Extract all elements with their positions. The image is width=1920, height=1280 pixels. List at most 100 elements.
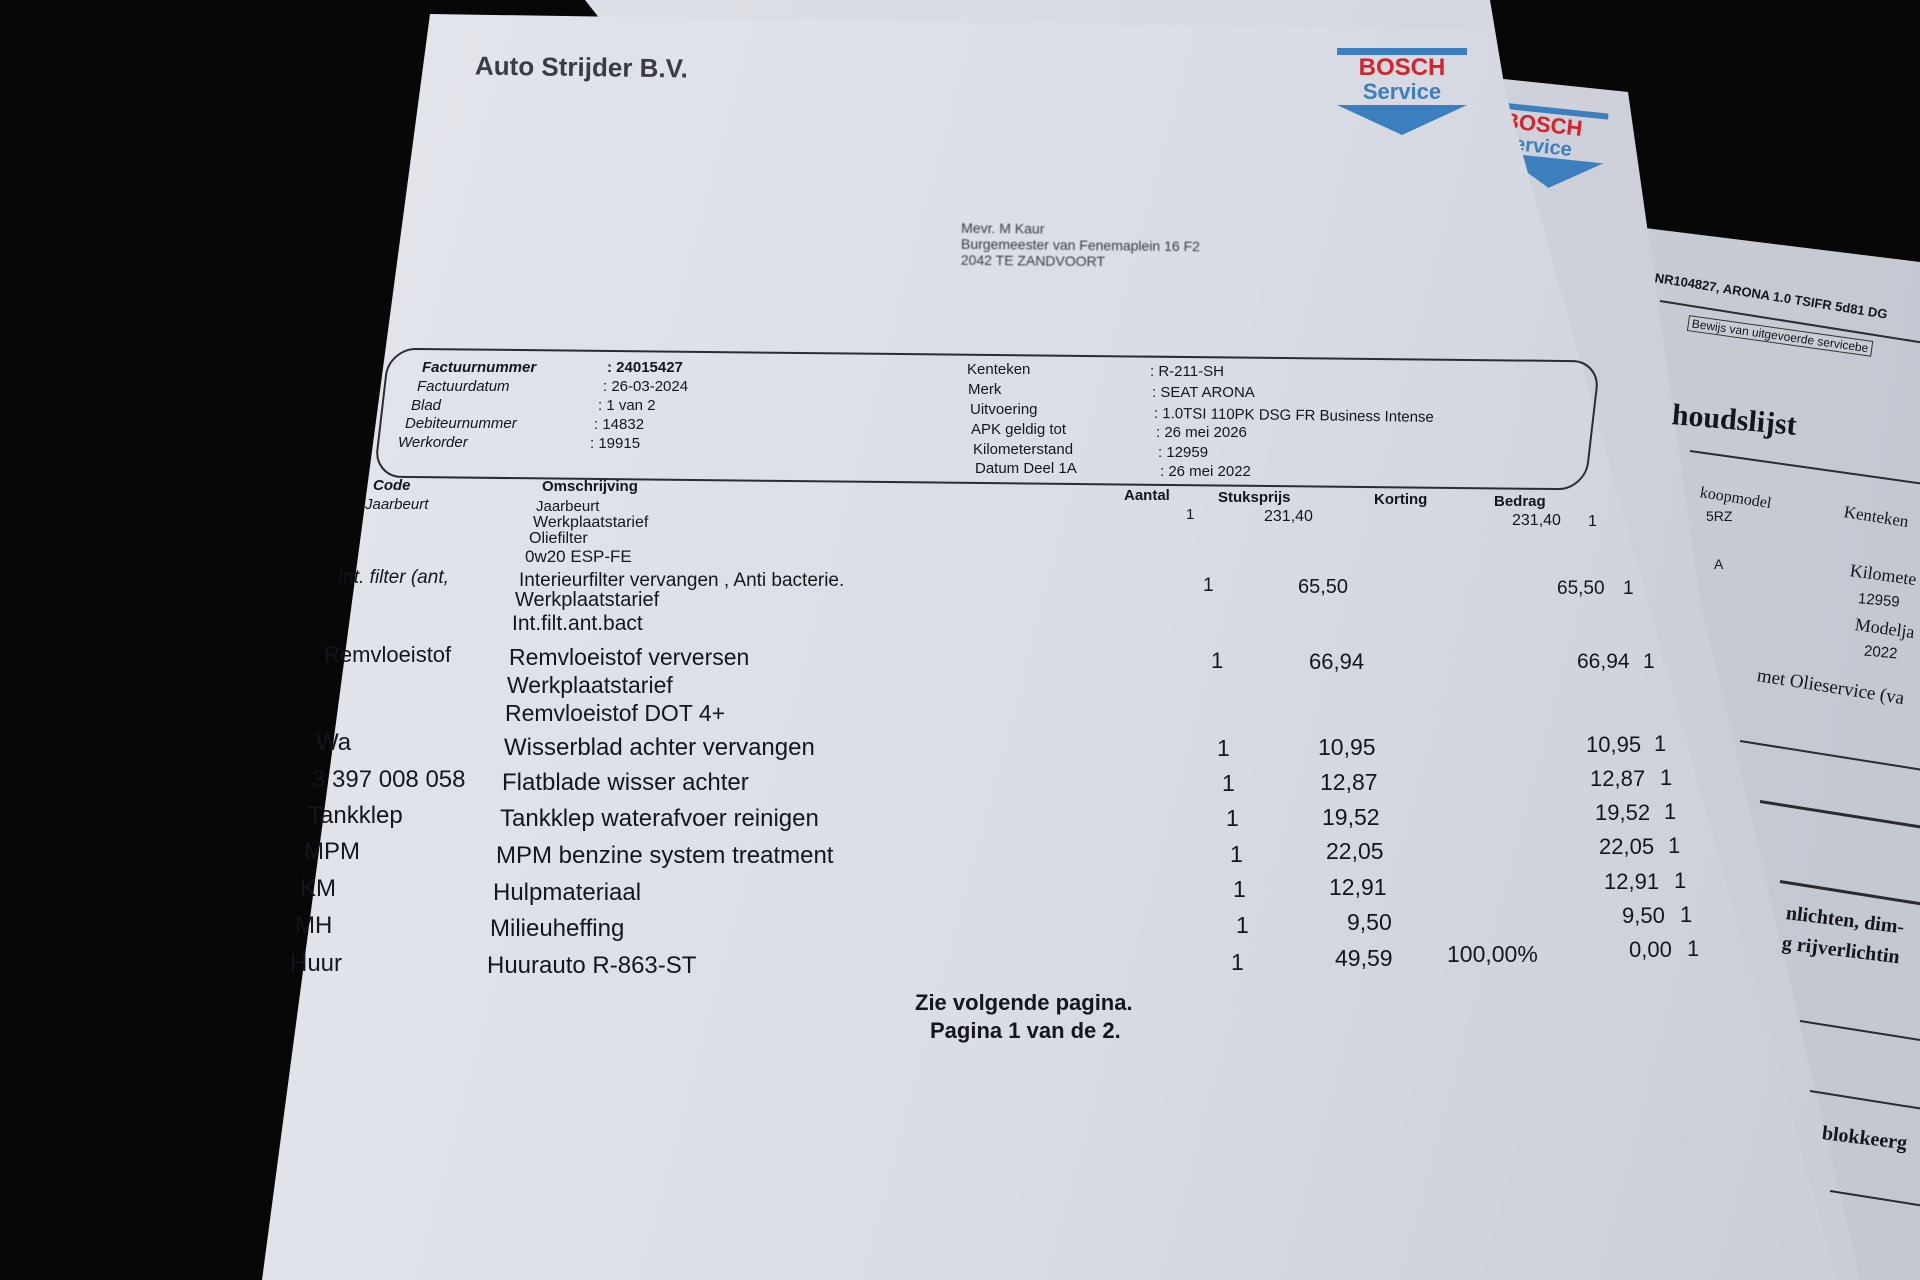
row-amount: 66,94 xyxy=(1577,650,1630,673)
registration-date: : 26 mei 2022 xyxy=(1160,463,1251,480)
row-description: Hulpmateriaal xyxy=(493,879,642,906)
row-quantity: 1 xyxy=(1186,506,1195,523)
row-description: Oliefilter xyxy=(529,530,588,547)
row-quantity: 1 xyxy=(1222,770,1235,796)
next-page-note: Zie volgende pagina. xyxy=(915,990,1133,1015)
info-label: Kilometerstand xyxy=(973,441,1074,458)
page-indicator: Pagina 1 van de 2. xyxy=(930,1018,1121,1043)
field-value: 5RZ xyxy=(1706,508,1733,524)
row-code: Huur xyxy=(290,950,343,977)
row-discount: 100,00% xyxy=(1447,941,1538,967)
header-quantity: Aantal xyxy=(1124,487,1170,504)
row-amount: 12,87 xyxy=(1590,766,1646,791)
row-description: Jaarbeurt xyxy=(536,498,600,515)
row-code: Remvloeistof xyxy=(324,642,452,667)
row-unit-price: 22,05 xyxy=(1326,838,1384,864)
row-vat-code: 1 xyxy=(1643,650,1655,673)
logo-text: Service xyxy=(1362,79,1442,104)
header-code: Code xyxy=(373,477,411,494)
bosch-service-logo: BOSCH Service xyxy=(1337,48,1467,136)
row-unit-price: 12,91 xyxy=(1329,874,1387,900)
row-quantity: 1 xyxy=(1230,841,1243,867)
recipient-address: Mevr. M Kaur Burgemeester van Fenemaplei… xyxy=(961,220,1200,270)
row-description: Remvloeistof DOT 4+ xyxy=(505,700,726,726)
row-unit-price: 66,94 xyxy=(1309,649,1365,674)
row-description: Int.filt.ant.bact xyxy=(512,612,643,635)
info-label: Debiteurnummer xyxy=(405,415,517,432)
row-amount: 10,95 xyxy=(1586,732,1642,757)
row-quantity: 1 xyxy=(1226,805,1239,831)
info-label: Factuurnummer xyxy=(422,359,537,376)
info-label: Werkorder xyxy=(398,434,468,451)
row-amount: 231,40 xyxy=(1512,512,1561,529)
row-vat-code: 1 xyxy=(1664,799,1677,824)
row-unit-price: 9,50 xyxy=(1347,909,1392,935)
row-unit-price: 10,95 xyxy=(1318,734,1376,760)
recipient-city: 2042 TE ZANDVOORT xyxy=(960,251,1106,270)
info-label: Kenteken xyxy=(967,361,1031,378)
info-label: Uitvoering xyxy=(970,401,1038,418)
header-amount: Bedrag xyxy=(1494,493,1546,510)
row-amount: 0,00 xyxy=(1629,937,1672,962)
row-vat-code: 1 xyxy=(1687,936,1700,961)
row-code: Wa xyxy=(316,729,352,756)
row-vat-code: 1 xyxy=(1668,833,1681,858)
work-order: : 19915 xyxy=(590,435,641,452)
row-amount: 19,52 xyxy=(1595,800,1651,825)
row-description: Tankklep waterafvoer reinigen xyxy=(500,805,819,832)
row-quantity: 1 xyxy=(1236,912,1249,938)
row-unit-price: 231,40 xyxy=(1264,508,1313,525)
row-unit-price: 65,50 xyxy=(1298,576,1349,598)
row-description: Interieurfilter vervangen , Anti bacteri… xyxy=(519,570,845,591)
row-description: Wisserblad achter vervangen xyxy=(504,734,815,761)
row-description: Werkplaatstarief xyxy=(507,672,673,698)
header-unit-price: Stuksprijs xyxy=(1218,489,1291,506)
row-description: Flatblade wisser achter xyxy=(502,769,749,796)
row-code: Jaarbeurt xyxy=(365,496,429,513)
row-quantity: 1 xyxy=(1203,575,1214,596)
row-amount: 65,50 xyxy=(1557,578,1605,599)
row-vat-code: 1 xyxy=(1588,513,1597,530)
row-code: KM xyxy=(300,875,336,902)
row-quantity: 1 xyxy=(1217,735,1230,761)
row-vat-code: 1 xyxy=(1654,731,1667,756)
row-amount: 9,50 xyxy=(1622,903,1665,928)
row-unit-price: 12,87 xyxy=(1320,769,1378,795)
row-quantity: 1 xyxy=(1233,876,1246,902)
row-code: MPM xyxy=(304,838,360,865)
row-description: 0w20 ESP-FE xyxy=(525,547,632,566)
brand: : SEAT ARONA xyxy=(1152,384,1255,401)
row-description: Huurauto R-863-ST xyxy=(487,952,697,979)
info-label: Merk xyxy=(968,381,1002,398)
mileage: : 12959 xyxy=(1158,444,1209,461)
row-quantity: 1 xyxy=(1231,949,1244,975)
apk-valid-until: : 26 mei 2026 xyxy=(1156,424,1247,441)
debtor-number: : 14832 xyxy=(594,416,645,433)
logo-text: BOSCH xyxy=(1358,54,1446,81)
row-description: Werkplaatstarief xyxy=(533,514,649,531)
row-description: Remvloeistof verversen xyxy=(509,644,750,670)
info-label: APK geldig tot xyxy=(971,421,1067,438)
invoice-number: : 24015427 xyxy=(607,359,683,376)
row-description: Milieuheffing xyxy=(490,915,625,942)
field-value: A xyxy=(1714,556,1724,572)
info-label: Datum Deel 1A xyxy=(975,460,1077,477)
header-discount: Korting xyxy=(1374,491,1428,508)
row-unit-price: 49,59 xyxy=(1335,945,1393,971)
row-code: MH xyxy=(295,912,333,939)
row-amount: 12,91 xyxy=(1604,869,1660,894)
field-value: 12959 xyxy=(1857,590,1901,611)
row-amount: 22,05 xyxy=(1599,834,1655,859)
page-sheet: : 1 van 2 xyxy=(598,397,656,414)
info-label: Factuurdatum xyxy=(417,378,510,395)
company-name: Auto Strijder B.V. xyxy=(474,50,689,84)
row-code: 3 397 008 058 xyxy=(312,766,466,793)
row-unit-price: 19,52 xyxy=(1322,804,1380,830)
row-vat-code: 1 xyxy=(1623,578,1634,599)
info-label: Blad xyxy=(411,397,442,414)
field-value: 2022 xyxy=(1863,642,1899,663)
invoice-date: : 26-03-2024 xyxy=(603,378,689,395)
row-vat-code: 1 xyxy=(1674,868,1687,893)
row-description: Werkplaatstarief xyxy=(515,589,660,611)
row-code: Tankklep xyxy=(308,802,403,829)
